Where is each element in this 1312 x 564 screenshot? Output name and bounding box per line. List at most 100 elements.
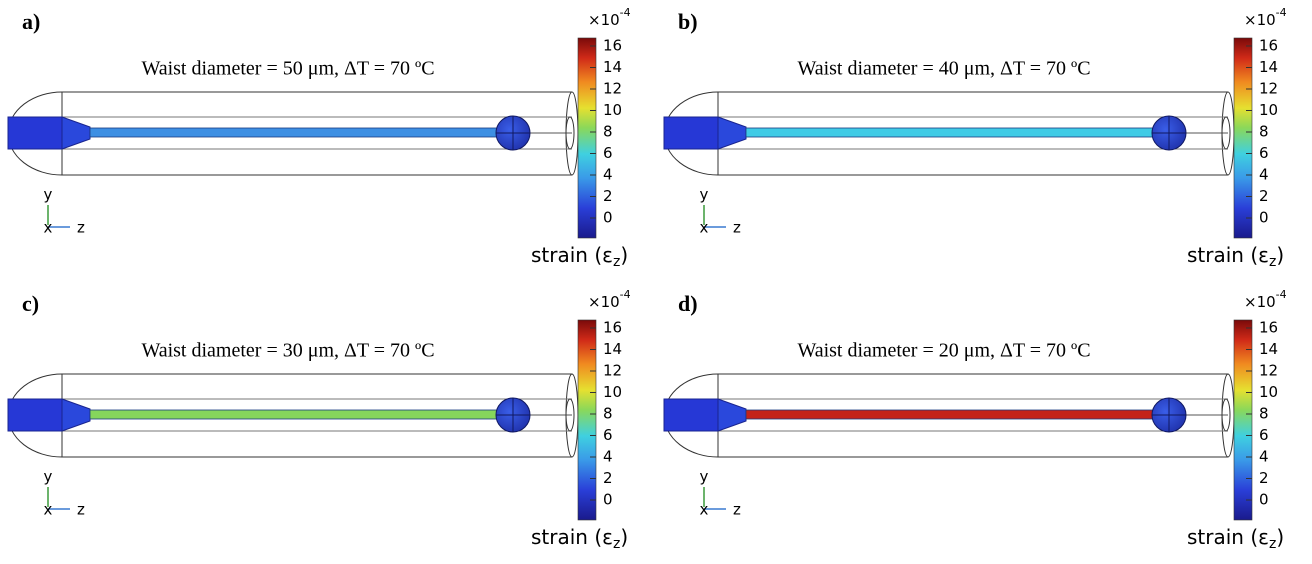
fiber-thick xyxy=(664,399,718,431)
colorbar-tick-label: 4 xyxy=(603,448,613,466)
colorbar-tick-label: 2 xyxy=(1259,187,1269,205)
colorbar-tick-label: 14 xyxy=(603,58,622,76)
axis-y-label: y xyxy=(44,186,53,204)
fiber-taper xyxy=(718,117,746,149)
label-sub: z xyxy=(613,536,620,552)
multiplier-base: ×10 xyxy=(588,293,620,311)
colorbar-tick-label: 2 xyxy=(603,469,613,487)
colorbar-tick-label: 0 xyxy=(1259,491,1269,509)
fiber-waist xyxy=(746,410,1162,419)
colorbar-tick-label: 10 xyxy=(603,101,622,119)
panel-title: Waist diameter = 20 μm, ΔT = 70 ºC xyxy=(797,340,1090,362)
fiber-waist xyxy=(90,410,506,419)
colorbar-tick-label: 8 xyxy=(603,405,613,423)
fiber-taper xyxy=(62,117,90,149)
fiber-taper xyxy=(718,399,746,431)
fiber-taper xyxy=(62,399,90,431)
label-sub: z xyxy=(1269,254,1276,270)
fiber-thick xyxy=(664,117,718,149)
colorbar-tick-label: 2 xyxy=(1259,469,1269,487)
colorbar-tick-label: 12 xyxy=(1259,362,1278,380)
panel-label: b) xyxy=(678,9,698,34)
axis-z-label: z xyxy=(77,219,85,237)
colorbar-tick-label: 16 xyxy=(603,319,622,337)
axis-y-label: y xyxy=(700,468,709,486)
colorbar-tick-label: 6 xyxy=(603,426,613,444)
colorbar-tick-label: 10 xyxy=(1259,383,1278,401)
label-end: ) xyxy=(620,243,628,267)
panel-label: a) xyxy=(22,9,40,34)
colorbar-tick-label: 4 xyxy=(1259,448,1269,466)
axis-z-label: z xyxy=(77,501,85,519)
axis-z-label: z xyxy=(733,219,741,237)
colorbar-multiplier: ×10-4 xyxy=(588,288,631,311)
panel: b) Waist diameter = 40 μm, ΔT = 70 ºC yx z ×… xyxy=(664,6,1287,270)
label-end: ) xyxy=(1276,243,1284,267)
colorbar-tick-label: 14 xyxy=(1259,340,1278,358)
colorbar-tick-label: 12 xyxy=(603,80,622,98)
fiber-waist xyxy=(90,128,506,137)
colorbar-tick-label: 0 xyxy=(1259,209,1269,227)
colorbar-tick-label: 16 xyxy=(603,37,622,55)
colorbar-tick-label: 0 xyxy=(603,491,613,509)
colorbar-tick-label: 8 xyxy=(603,123,613,141)
label-end: ) xyxy=(1276,525,1284,549)
multiplier-exponent: -4 xyxy=(1276,288,1287,301)
label-main: strain (ε xyxy=(531,243,613,267)
axis-z-label: z xyxy=(733,501,741,519)
multiplier-exponent: -4 xyxy=(1276,6,1287,19)
colorbar-tick-label: 14 xyxy=(1259,58,1278,76)
label-end: ) xyxy=(620,525,628,549)
colorbar-tick-label: 2 xyxy=(603,187,613,205)
multiplier-base: ×10 xyxy=(1244,293,1276,311)
panel: c) Waist diameter = 30 μm, ΔT = 70 ºC yx z ×… xyxy=(8,288,631,552)
colorbar-tick-label: 4 xyxy=(603,166,613,184)
panel-title: Waist diameter = 50 μm, ΔT = 70 ºC xyxy=(141,58,434,80)
colorbar-label: strain (εz) xyxy=(531,243,628,271)
fiber-thick xyxy=(8,117,62,149)
label-main: strain (ε xyxy=(1187,243,1269,267)
multiplier-exponent: -4 xyxy=(620,288,631,301)
label-sub: z xyxy=(1269,536,1276,552)
colorbar-tick-label: 6 xyxy=(603,144,613,162)
fiber-thick xyxy=(8,399,62,431)
multiplier-base: ×10 xyxy=(588,11,620,29)
colorbar-tick-label: 4 xyxy=(1259,166,1269,184)
label-sub: z xyxy=(613,254,620,270)
panel: d) Waist diameter = 20 μm, ΔT = 70 ºC yx z ×… xyxy=(664,288,1287,552)
figure: a)Waist diameter = 50 μm, ΔT = 70 ºCyxz×… xyxy=(0,0,1312,564)
multiplier-base: ×10 xyxy=(1244,11,1276,29)
colorbar-tick-label: 6 xyxy=(1259,144,1269,162)
panel-title: Waist diameter = 40 μm, ΔT = 70 ºC xyxy=(797,58,1090,80)
axis-x-label: x xyxy=(44,501,53,519)
axis-x-label: x xyxy=(700,219,709,237)
panel-label: d) xyxy=(678,291,698,316)
panel: a) Waist diameter = 50 μm, ΔT = 70 ºC yx z ×… xyxy=(8,6,631,270)
colorbar-tick-label: 12 xyxy=(1259,80,1278,98)
colorbar-tick-label: 8 xyxy=(1259,123,1269,141)
colorbar-tick-label: 12 xyxy=(603,362,622,380)
panel-label: c) xyxy=(22,291,39,316)
colorbar-tick-label: 6 xyxy=(1259,426,1269,444)
colorbar-tick-label: 10 xyxy=(1259,101,1278,119)
colorbar-multiplier: ×10-4 xyxy=(1244,6,1287,29)
colorbar-tick-label: 0 xyxy=(603,209,613,227)
colorbar-multiplier: ×10-4 xyxy=(1244,288,1287,311)
colorbar-tick-label: 16 xyxy=(1259,37,1278,55)
colorbar-label: strain (εz) xyxy=(531,525,628,553)
label-main: strain (ε xyxy=(531,525,613,549)
colorbar-tick-label: 8 xyxy=(1259,405,1269,423)
axis-y-label: y xyxy=(700,186,709,204)
colorbar-multiplier: ×10-4 xyxy=(588,6,631,29)
multiplier-exponent: -4 xyxy=(620,6,631,19)
colorbar-tick-label: 14 xyxy=(603,340,622,358)
colorbar-tick-label: 10 xyxy=(603,383,622,401)
colorbar-label: strain (εz) xyxy=(1187,525,1284,553)
axis-x-label: x xyxy=(700,501,709,519)
label-main: strain (ε xyxy=(1187,525,1269,549)
axis-y-label: y xyxy=(44,468,53,486)
fiber-waist xyxy=(746,128,1162,137)
axis-x-label: x xyxy=(44,219,53,237)
colorbar-label: strain (εz) xyxy=(1187,243,1284,271)
panel-title: Waist diameter = 30 μm, ΔT = 70 ºC xyxy=(141,340,434,362)
